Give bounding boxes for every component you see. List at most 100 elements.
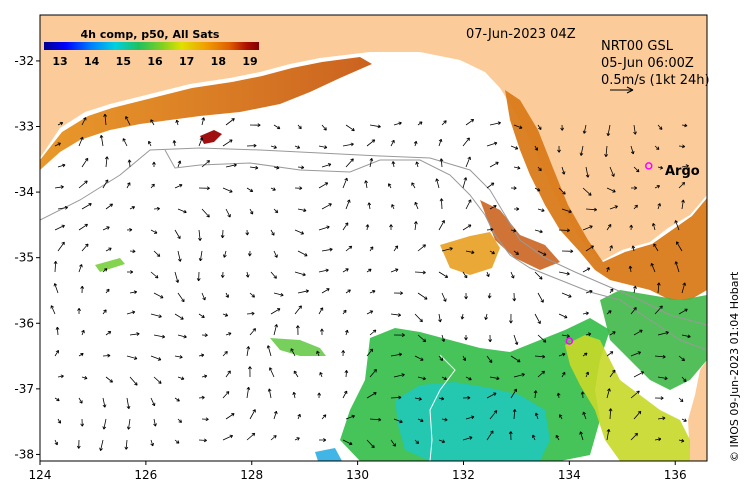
current-arrow	[198, 137, 204, 147]
current-arrow	[462, 395, 471, 400]
current-arrow	[681, 164, 689, 168]
current-arrow	[486, 141, 498, 147]
x-tick-label: 134	[558, 468, 581, 482]
current-arrow	[342, 268, 349, 273]
current-scale-label: 0.5m/s (1kt 24h)	[601, 73, 710, 88]
current-arrow	[460, 313, 465, 320]
current-arrow	[345, 329, 349, 336]
current-arrow	[293, 370, 299, 378]
y-tick-label: -37	[14, 382, 34, 396]
current-arrow	[295, 325, 300, 336]
current-arrow	[465, 415, 475, 420]
current-arrow	[390, 268, 399, 273]
current-arrow	[561, 334, 570, 338]
current-arrow	[438, 138, 443, 147]
y-axis: -32 -33 -34 -35 -36 -37 -38	[14, 54, 40, 461]
current-arrow	[657, 203, 661, 210]
current-arrow	[674, 220, 680, 231]
current-arrow	[555, 434, 560, 441]
current-arrow	[514, 207, 520, 211]
sst-warm-eastern-shelf	[505, 90, 707, 300]
current-arrow	[558, 271, 570, 276]
current-arrow	[487, 292, 492, 299]
current-arrow	[674, 261, 680, 273]
current-arrow	[561, 166, 566, 175]
current-arrow	[678, 438, 685, 443]
colorbar-label: 19	[242, 55, 257, 68]
current-arrow	[294, 437, 300, 441]
current-arrow	[582, 124, 587, 134]
current-arrow	[150, 397, 156, 407]
credit-text: © IMOS 09-Jun-2023 01:04 Hobart	[728, 271, 741, 462]
current-arrow	[366, 310, 374, 315]
current-arrow	[438, 439, 446, 444]
current-arrow	[127, 159, 132, 168]
current-arrow	[220, 229, 225, 239]
current-arrow	[273, 410, 278, 420]
current-arrow	[439, 198, 444, 210]
current-arrow	[270, 187, 276, 191]
current-arrow	[585, 207, 598, 212]
sst-hot-spot	[200, 130, 222, 144]
current-arrow	[441, 292, 447, 302]
current-arrow	[222, 313, 229, 317]
current-arrow	[104, 156, 109, 168]
current-arrow	[417, 418, 424, 423]
current-arrow	[366, 348, 374, 357]
current-arrow	[102, 226, 110, 231]
current-arrow	[99, 439, 104, 451]
current-arrow	[345, 158, 354, 168]
current-arrow	[153, 250, 161, 257]
current-arrow	[245, 271, 250, 278]
current-arrow	[441, 247, 453, 252]
colorbar-label: 18	[211, 55, 226, 68]
current-arrow	[345, 289, 351, 294]
current-arrow	[390, 139, 395, 147]
current-arrow	[105, 203, 113, 210]
current-arrow	[249, 165, 259, 170]
current-arrow	[631, 186, 638, 190]
current-arrow	[345, 124, 355, 132]
current-arrow	[246, 187, 254, 192]
current-arrow	[417, 292, 428, 300]
current-arrow	[651, 223, 656, 231]
current-arrow	[393, 373, 405, 378]
current-arrow	[81, 243, 89, 252]
current-arrow	[175, 119, 180, 126]
current-arrow	[369, 124, 381, 129]
current-arrow	[465, 250, 475, 255]
current-arrow	[198, 353, 205, 358]
current-arrow	[582, 187, 592, 196]
x-axis: 124 126 128 130 132 134 136	[29, 461, 687, 482]
current-arrow	[105, 288, 110, 294]
current-arrow	[462, 137, 470, 147]
current-arrow	[150, 313, 162, 318]
current-arrow	[364, 180, 369, 189]
current-arrow	[465, 156, 471, 168]
current-arrow	[580, 391, 585, 399]
current-arrow	[393, 291, 404, 296]
current-arrow	[201, 292, 206, 301]
sst-blue-patch	[315, 448, 342, 461]
current-arrow	[341, 350, 346, 357]
colorbar-label: 16	[147, 55, 163, 68]
current-arrow	[225, 332, 232, 336]
current-arrow	[246, 432, 256, 441]
current-arrow	[102, 353, 111, 358]
current-arrow	[629, 224, 634, 231]
sst-green-shelf	[600, 290, 707, 390]
current-arrow	[486, 355, 493, 363]
current-arrow	[273, 250, 278, 258]
current-arrow	[344, 370, 349, 378]
current-arrow	[366, 439, 375, 449]
current-arrow	[81, 376, 88, 380]
current-arrow	[678, 355, 685, 362]
current-arrow	[342, 309, 347, 315]
current-arrow	[126, 182, 131, 189]
current-arrow	[654, 396, 664, 401]
current-arrow	[246, 346, 251, 357]
current-arrow	[441, 376, 447, 380]
current-arrow	[122, 138, 128, 147]
current-arrow	[57, 163, 66, 168]
current-arrow	[630, 307, 637, 315]
